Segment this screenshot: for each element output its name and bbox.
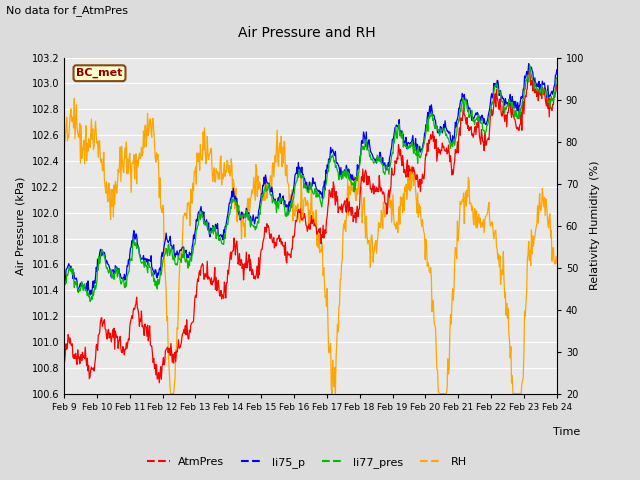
X-axis label: Time: Time xyxy=(553,427,580,437)
Text: No data for f_AtmPres: No data for f_AtmPres xyxy=(6,5,129,16)
Text: Air Pressure and RH: Air Pressure and RH xyxy=(238,26,376,40)
Legend: AtmPres, li75_p, li77_pres, RH: AtmPres, li75_p, li77_pres, RH xyxy=(143,452,472,472)
Text: BC_met: BC_met xyxy=(76,68,123,78)
Y-axis label: Air Pressure (kPa): Air Pressure (kPa) xyxy=(16,177,26,275)
Y-axis label: Relativity Humidity (%): Relativity Humidity (%) xyxy=(589,161,600,290)
